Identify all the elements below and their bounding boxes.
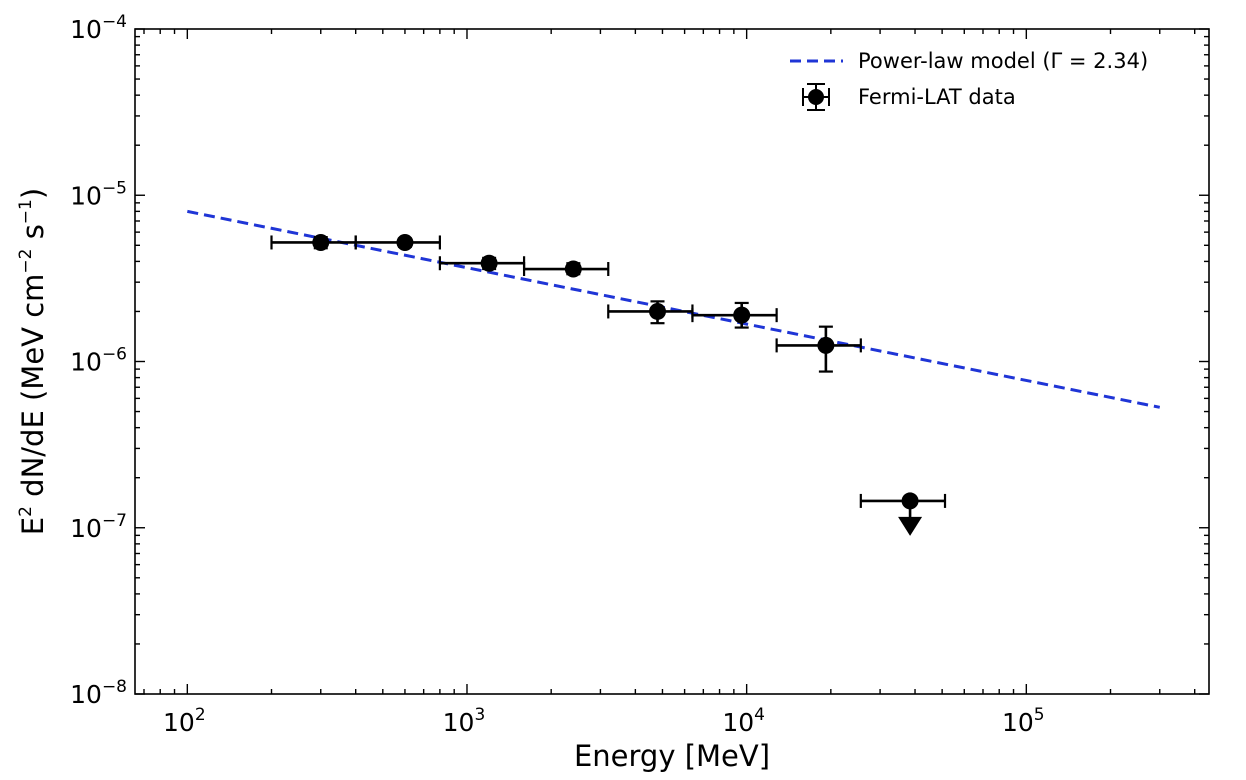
x-tick-label: 102 — [163, 705, 206, 737]
data-point — [438, 254, 526, 272]
data-marker — [564, 260, 582, 278]
data-marker — [312, 233, 330, 251]
data-point — [270, 233, 357, 251]
axis-ticks — [135, 28, 1209, 695]
x-tick-label: 105 — [1002, 705, 1045, 737]
data-marker — [817, 336, 835, 354]
y-tick-label: 10−4 — [70, 12, 127, 44]
data-point — [522, 260, 610, 278]
upper-limit-point — [859, 492, 947, 536]
y-tick-label: 10−8 — [70, 677, 127, 709]
data-marker — [901, 492, 919, 510]
data-marker — [396, 233, 414, 251]
data-marker — [649, 302, 667, 320]
legend-label-power-law: Power-law model (Γ = 2.34) — [858, 49, 1148, 73]
y-tick-label: 10−6 — [70, 345, 127, 377]
y-axis-label: E2 dN/dE (MeV cm−2 s−1) — [16, 188, 50, 535]
data-marker — [733, 306, 751, 324]
series-layer — [187, 209, 1161, 536]
plot-area — [134, 28, 1210, 695]
legend-marker — [808, 89, 824, 105]
data-point — [607, 300, 694, 325]
power-law-model-line — [187, 209, 1161, 409]
data-marker — [480, 254, 498, 272]
legend: Power-law model (Γ = 2.34) Fermi-LAT dat… — [790, 49, 1148, 111]
data-point — [691, 301, 778, 329]
tick-labels: 102 103 104 105 10−8 10−7 10−6 10−5 10−4 — [70, 12, 1045, 737]
data-point — [775, 325, 862, 373]
legend-label-fermi-lat: Fermi-LAT data — [858, 85, 1016, 109]
x-axis-label: Energy [MeV] — [574, 739, 770, 773]
x-tick-label: 104 — [722, 705, 765, 737]
data-point — [354, 233, 441, 251]
x-tick-label: 103 — [443, 705, 486, 737]
y-tick-label: 10−7 — [70, 511, 127, 543]
legend-swatch-fermi-lat — [802, 83, 830, 111]
upper-limit-arrow — [898, 516, 923, 536]
y-tick-label: 10−5 — [70, 178, 127, 210]
